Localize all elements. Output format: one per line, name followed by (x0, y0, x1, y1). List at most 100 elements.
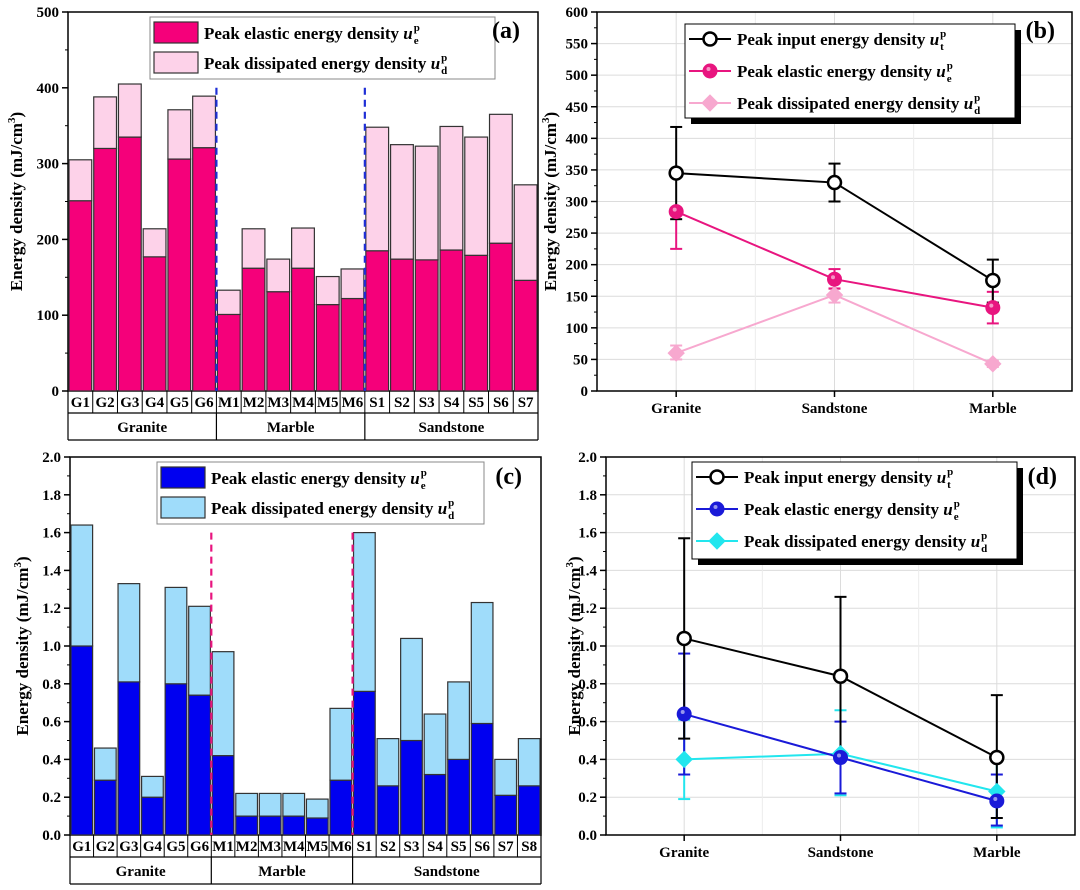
x-tick-label: G4 (143, 839, 163, 855)
legend-box (684, 23, 1016, 119)
x-tick-label: G5 (166, 839, 185, 855)
legend-swatch (160, 466, 206, 489)
y-tick-label: 1.2 (42, 601, 61, 617)
legend-superscript: p (441, 52, 447, 64)
legend-label: Peak input energy density u (744, 468, 946, 487)
bar-elastic-S5 (464, 254, 489, 392)
x-tick-label: S5 (468, 395, 484, 411)
bar-elastic-M1 (216, 313, 241, 392)
legend-box (156, 461, 485, 525)
bar-dissipated-S6 (488, 113, 513, 244)
y-tick-label: 0.4 (42, 752, 61, 768)
bar-dissipated-S5 (447, 681, 471, 760)
legend-label: Peak dissipated energy density u (204, 54, 440, 73)
bar-dissipated-M1 (211, 651, 235, 757)
x-tick-label: S4 (443, 395, 459, 411)
data-point (832, 668, 849, 684)
bar-elastic-S2 (389, 258, 414, 392)
bar-dissipated-G6 (192, 95, 217, 149)
y-tick-label: 2.0 (42, 450, 61, 466)
legend-symbol: u (937, 468, 946, 487)
bar-elastic-M6 (340, 297, 365, 392)
group-label: Sandstone (414, 864, 480, 880)
marker-highlight (993, 796, 998, 801)
x-tick-label: M3 (259, 839, 281, 855)
y-tick-label: 1.4 (42, 563, 61, 579)
y-tick-label: 250 (566, 226, 589, 242)
legend-marker (709, 469, 725, 485)
legend-superscript: p (448, 497, 454, 509)
x-tick-label: G3 (120, 395, 139, 411)
y-tick-label: 1.6 (42, 526, 61, 542)
legend-swatch (160, 496, 206, 519)
legend-marker (701, 94, 719, 112)
data-point (985, 300, 1001, 316)
bar-dissipated-S5 (464, 136, 489, 256)
data-point (675, 750, 693, 769)
bar-dissipated-M3 (266, 258, 291, 293)
legend-label-text: Peak input energy density (737, 30, 930, 49)
y-tick-label: 500 (566, 68, 589, 84)
legend-symbol: u (431, 54, 440, 73)
bar-elastic-S3 (414, 259, 439, 392)
y-tick-label: 450 (566, 100, 589, 116)
bar-dissipated-G2 (93, 747, 117, 781)
y-tick-label: 0.4 (578, 752, 597, 768)
bar-dissipated-G3 (117, 583, 141, 683)
x-tick-label: S8 (521, 839, 537, 855)
legend-superscript: p (414, 22, 420, 34)
y-axis-title-main: Energy density (mJ/cm (13, 568, 32, 736)
x-tick-label: S1 (369, 395, 385, 411)
x-tick-label: M2 (236, 839, 258, 855)
x-tick-label: Sandstone (808, 845, 874, 861)
bar-elastic-S7 (513, 279, 538, 392)
y-axis-title-superscript: 3 (540, 117, 552, 123)
bar-dissipated-M5 (315, 275, 340, 306)
bar-dissipated-M6 (340, 268, 365, 300)
y-tick-label: 1.8 (42, 488, 61, 504)
x-tick-label: G6 (194, 395, 214, 411)
legend-symbol: u (936, 62, 945, 81)
bar-dissipated-S2 (376, 738, 400, 787)
legend-label-text: Peak elastic energy density (744, 500, 943, 519)
bar-dissipated-G3 (117, 83, 142, 138)
panel-d: 0.0 0.2 0.4 0.6 0.8 1.0 1.2 1.4 1.6 1.8 2.0 Energy … (564, 450, 1076, 861)
bar-elastic-G3 (117, 681, 141, 836)
bar-dissipated-G5 (167, 109, 192, 160)
bar-elastic-G5 (164, 683, 188, 836)
legend-label: Peak dissipated energy density u (211, 499, 447, 518)
y-tick-label: 550 (566, 37, 589, 53)
legend-superscript: p (940, 28, 946, 40)
legend-marker (708, 532, 726, 550)
data-point (827, 271, 842, 287)
legend-symbol: u (438, 499, 447, 518)
legend-label: Peak dissipated energy density u (744, 532, 980, 551)
bar-elastic-M3 (266, 291, 291, 392)
marker-highlight (713, 505, 718, 509)
bar-elastic-S4 (423, 773, 447, 836)
bar-elastic-S7 (494, 794, 518, 836)
y-tick-label: 0.0 (42, 828, 61, 844)
y-axis-title-superscript: 3 (12, 562, 24, 568)
x-tick-label: Marble (969, 401, 1017, 417)
bar-dissipated-G1 (68, 159, 93, 202)
bar-dissipated-S8 (517, 738, 541, 787)
bar-dissipated-M5 (305, 798, 329, 819)
bar-dissipated-S3 (400, 637, 423, 742)
x-tick-label: S7 (498, 839, 514, 855)
legend-subscript: e (954, 511, 959, 523)
y-tick-label: 1.0 (42, 639, 61, 655)
x-tick-label: G1 (71, 395, 90, 411)
data-point (826, 174, 843, 191)
legend-superscript: p (947, 466, 953, 478)
x-tick-label: S1 (356, 839, 372, 855)
x-tick-label: M6 (342, 395, 364, 411)
bar-elastic-S1 (365, 250, 390, 392)
legend-superscript: p (954, 498, 960, 510)
y-axis-title: Energy density (mJ/cm3) (564, 556, 584, 735)
bar-elastic-G1 (68, 200, 93, 392)
bar-elastic-M5 (305, 817, 329, 836)
panel-c: 0.0 0.2 0.4 0.6 0.8 1.0 1.2 1.4 1.6 1.8 2.0 Energy … (12, 450, 542, 885)
legend-label-text: Peak elastic energy density (204, 24, 403, 43)
legend-superscript: p (947, 60, 953, 72)
